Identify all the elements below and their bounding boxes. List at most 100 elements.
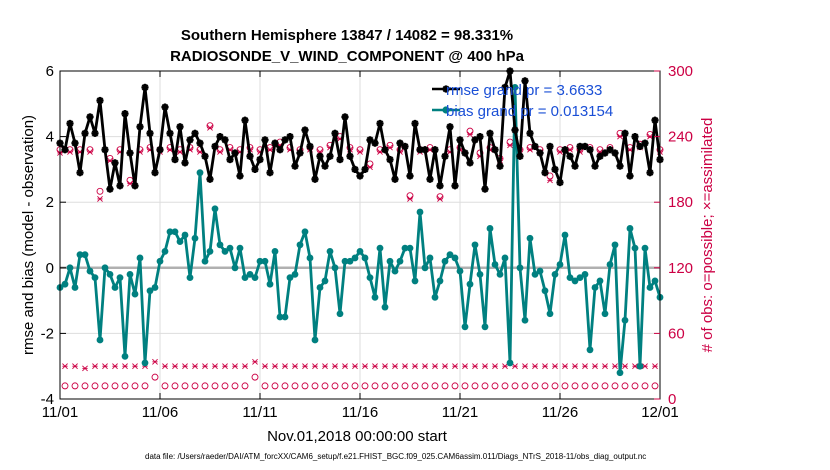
bias-point <box>621 316 629 324</box>
bias-point <box>366 274 374 282</box>
obs-count-series <box>56 122 664 390</box>
y-right-tick-label: 60 <box>668 325 685 342</box>
bias-point <box>406 244 414 252</box>
obs-assimilated-marker <box>547 177 553 184</box>
rmse-point <box>461 149 469 157</box>
obs-assimilated-marker <box>162 363 168 370</box>
rmse-point <box>616 162 624 170</box>
x-tick-label: 11/06 <box>142 404 178 421</box>
obs-assimilated-marker <box>272 363 278 370</box>
obs-assimilated-marker <box>182 363 188 370</box>
rmse-point <box>451 182 459 190</box>
obs-assimilated-marker <box>542 363 548 370</box>
bias-point <box>596 277 604 285</box>
obs-assimilated-marker <box>292 363 298 370</box>
bias-point <box>516 264 524 272</box>
bias-point <box>136 254 144 262</box>
rmse-point <box>481 185 489 193</box>
bias-point <box>341 257 349 265</box>
rmse-point <box>556 178 564 187</box>
rmse-point <box>336 155 344 164</box>
obs-possible-marker <box>191 382 199 390</box>
rmse-point <box>526 129 534 137</box>
obs-assimilated-marker <box>122 363 128 370</box>
obs-possible-marker <box>221 382 229 390</box>
obs-assimilated-marker <box>212 363 218 370</box>
rmse-point <box>561 146 569 154</box>
bias-point <box>101 264 109 272</box>
rmse-point <box>76 169 84 177</box>
obs-possible-marker <box>71 382 79 390</box>
rmse-point <box>546 142 554 151</box>
bias-point <box>451 254 459 262</box>
obs-assimilated-marker <box>402 363 408 370</box>
bias-point <box>436 277 444 285</box>
bias-point <box>316 284 324 291</box>
obs-possible-marker <box>436 193 444 201</box>
rmse-point <box>636 142 644 151</box>
rmse-point <box>331 129 339 137</box>
rmse-point <box>231 149 239 157</box>
obs-assimilated-marker <box>422 363 428 370</box>
bias-point <box>361 254 369 262</box>
bias-point <box>506 359 514 367</box>
obs-possible-marker <box>391 382 399 390</box>
rmse-point <box>361 165 369 173</box>
obs-assimilated-marker <box>242 363 248 370</box>
bias-point <box>311 336 319 344</box>
bias-point <box>426 254 434 262</box>
obs-possible-marker <box>231 382 239 390</box>
bias-point <box>421 264 429 272</box>
bias-point <box>291 270 299 278</box>
chart-subtitle: RADIOSONDE_V_WIND_COMPONENT @ 400 hPa <box>170 48 525 65</box>
rmse-point <box>306 142 314 151</box>
obs-possible-marker <box>271 382 279 390</box>
obs-possible-marker <box>211 382 219 390</box>
obs-assimilated-marker <box>412 363 418 370</box>
rmse-point <box>201 152 209 160</box>
rmse-point <box>651 116 659 124</box>
rmse-point <box>241 116 249 124</box>
obs-possible-marker <box>631 382 639 390</box>
bias-point <box>156 257 164 265</box>
obs-possible-marker <box>141 382 149 390</box>
obs-assimilated-marker <box>562 363 568 370</box>
obs-assimilated-marker <box>87 148 93 155</box>
obs-possible-marker <box>411 382 419 390</box>
legend-rmse-marker <box>442 85 450 93</box>
bias-point <box>121 352 129 360</box>
obs-assimilated-marker <box>112 363 118 370</box>
rmse-point <box>261 136 269 144</box>
rmse-point <box>281 136 289 144</box>
obs-assimilated-marker <box>97 196 103 202</box>
obs-possible-marker <box>451 382 459 390</box>
obs-possible-marker <box>621 382 629 390</box>
bias-point <box>131 290 139 298</box>
bias-point <box>116 274 124 282</box>
bias-point <box>321 277 329 285</box>
bias-point <box>181 231 189 239</box>
rmse-point <box>271 139 279 147</box>
x-tick-label: 11/16 <box>342 404 378 421</box>
obs-possible-marker <box>651 382 659 390</box>
bias-point <box>556 261 564 268</box>
obs-possible-marker <box>111 382 119 390</box>
rmse-point <box>311 175 319 183</box>
obs-possible-marker <box>101 382 109 390</box>
bias-point <box>206 248 214 255</box>
obs-assimilated-marker <box>92 363 98 370</box>
rmse-point <box>466 159 474 167</box>
obs-assimilated-marker <box>472 363 478 370</box>
obs-assimilated-marker <box>582 363 588 370</box>
rmse-point <box>251 165 259 173</box>
obs-assimilated-marker <box>432 363 438 370</box>
obs-possible-marker <box>261 382 269 390</box>
obs-possible-marker <box>301 382 309 390</box>
obs-assimilated-marker <box>362 363 368 370</box>
rmse-point <box>326 152 334 160</box>
obs-assimilated-marker <box>312 363 318 370</box>
rmse-point <box>301 126 309 134</box>
obs-possible-marker <box>386 141 394 149</box>
obs-assimilated-marker <box>502 363 508 370</box>
rmse-point <box>536 149 544 157</box>
